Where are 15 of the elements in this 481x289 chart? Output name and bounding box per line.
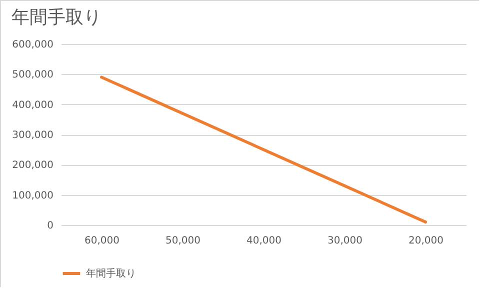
legend-label: 年間手取り <box>86 268 136 280</box>
x-tick-label: 60,000 <box>84 236 120 246</box>
y-tick-label: 300,000 <box>12 130 54 141</box>
x-tick-label: 50,000 <box>166 236 200 246</box>
x-tick-label: 20,000 <box>408 236 444 246</box>
y-tick-label: 400,000 <box>12 100 54 111</box>
y-tick-label: 200,000 <box>12 160 54 172</box>
y-tick-label: 100,000 <box>12 190 54 202</box>
line-series <box>100 76 427 224</box>
chart-title: 年間手取り <box>12 7 102 28</box>
y-tick-label: 500,000 <box>12 70 54 81</box>
x-tick-label: 40,000 <box>246 236 282 246</box>
x-tick-label: 30,000 <box>328 236 362 246</box>
y-tick-label: 600,000 <box>12 40 54 50</box>
y-tick-label: 0 <box>47 220 54 232</box>
